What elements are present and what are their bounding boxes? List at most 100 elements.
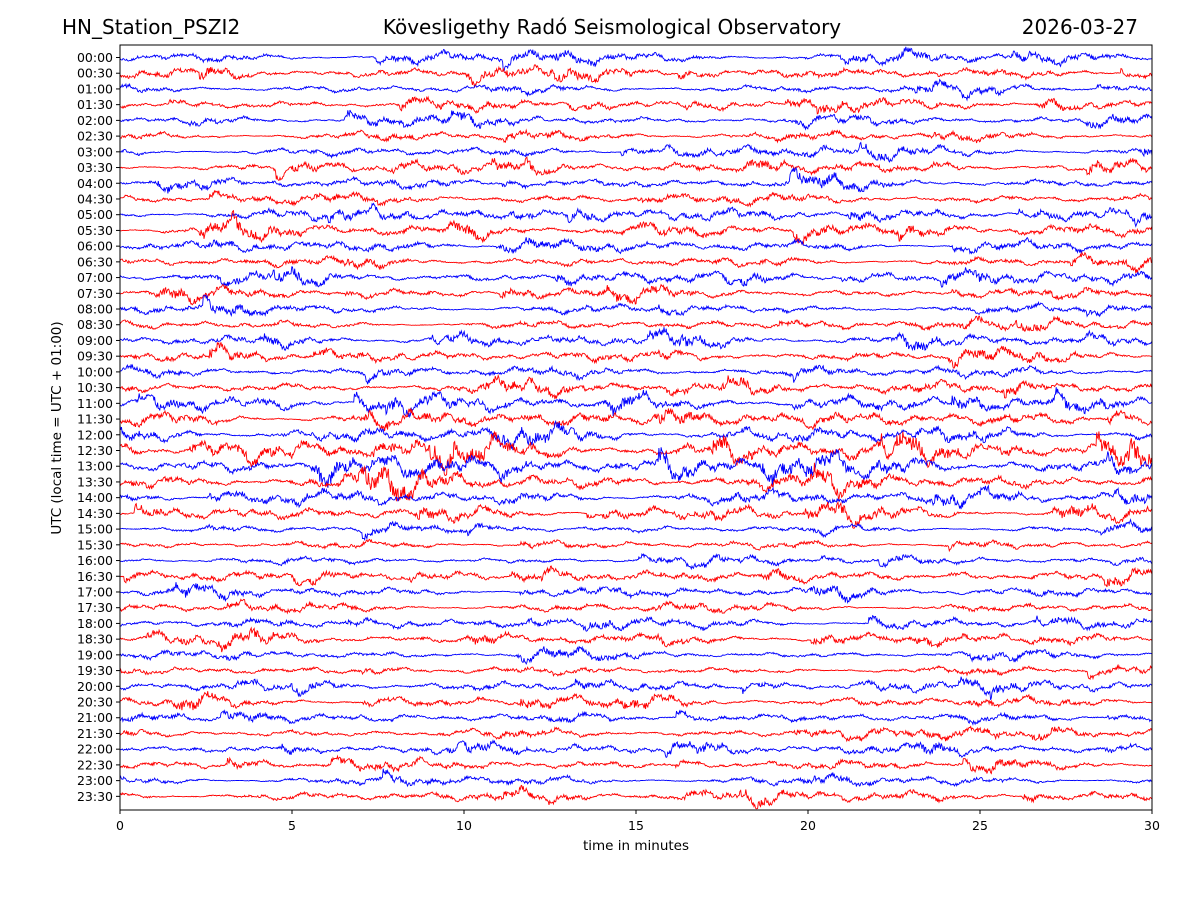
chart-title: Kövesligethy Radó Seismological Observat… [382,15,842,39]
trace-02-30 [119,128,1153,144]
y-tick-label: 08:30 [77,317,113,332]
y-tick-label: 15:30 [77,537,113,552]
trace-08-30 [119,315,1153,332]
y-tick-label: 01:00 [77,81,113,96]
y-tick-label: 06:30 [77,254,113,269]
trace-19-30 [119,663,1153,681]
trace-10-30 [119,374,1153,399]
x-tick-label: 0 [116,818,124,833]
y-tick-label: 06:00 [77,239,113,254]
y-tick-label: 14:00 [77,490,113,505]
trace-08-00 [119,294,1153,318]
trace-07-00 [119,266,1153,288]
x-tick-label: 10 [456,818,472,833]
trace-02-00 [119,109,1153,131]
trace-03-00 [119,141,1153,163]
y-tick-label: 17:00 [77,584,113,599]
y-tick-label: 15:00 [77,522,113,537]
trace-23-00 [119,768,1153,788]
y-tick-label: 04:00 [77,176,113,191]
trace-15-00 [119,518,1153,541]
y-tick-label: 01:30 [77,97,113,112]
trace-group [119,46,1153,810]
trace-21-30 [119,725,1153,743]
trace-01-30 [119,95,1153,115]
x-tick-label: 30 [1144,818,1160,833]
x-tick-label: 20 [800,818,816,833]
trace-11-30 [119,407,1153,432]
trace-10-00 [119,363,1153,385]
date-title: 2026-03-27 [1021,15,1138,39]
trace-17-00 [119,582,1153,604]
y-tick-label: 22:00 [77,742,113,757]
trace-17-30 [119,598,1153,615]
y-tick-label: 19:00 [77,647,113,662]
y-tick-label: 12:00 [77,427,113,442]
y-tick-label: 02:30 [77,129,113,144]
y-tick-label: 20:30 [77,695,113,710]
y-tick-label: 07:30 [77,286,113,301]
trace-13-30 [119,462,1153,502]
y-tick-label: 05:00 [77,207,113,222]
trace-05-30 [119,209,1153,246]
trace-03-30 [119,156,1153,181]
trace-00-30 [119,64,1153,88]
trace-05-00 [119,202,1153,228]
y-tick-label: 10:00 [77,364,113,379]
y-tick-label: 08:00 [77,302,113,317]
y-axis-label: UTC (local time = UTC + 01:00) [49,321,65,534]
station-title: HN_Station_PSZI2 [62,15,241,39]
y-tick-label: 21:30 [77,726,113,741]
x-axis: 0 5 10 15 20 25 30 [116,810,1160,833]
trace-07-30 [119,283,1153,306]
trace-04-00 [119,166,1153,194]
trace-06-00 [119,237,1153,255]
y-tick-label: 09:00 [77,333,113,348]
y-tick-label: 18:30 [77,632,113,647]
trace-23-30 [119,784,1153,810]
trace-16-00 [119,552,1153,571]
trace-04-30 [119,189,1153,208]
y-tick-label: 17:30 [77,600,113,615]
y-tick-label: 03:00 [77,144,113,159]
trace-16-30 [119,565,1153,588]
x-axis-label: time in minutes [583,838,689,854]
y-tick-label: 19:30 [77,663,113,678]
y-tick-label: 05:30 [77,223,113,238]
y-axis: 00:0000:3001:0001:3002:0002:3003:0003:30… [77,50,120,804]
trace-22-30 [119,754,1153,775]
y-tick-label: 11:00 [77,396,113,411]
x-tick-label: 25 [972,818,988,833]
trace-14-00 [119,484,1153,510]
y-tick-label: 21:00 [77,710,113,725]
y-tick-label: 13:30 [77,474,113,489]
y-tick-label: 04:30 [77,191,113,206]
trace-13-00 [119,447,1153,488]
trace-15-30 [119,538,1153,553]
trace-22-00 [119,739,1153,759]
trace-06-30 [119,251,1153,274]
x-tick-label: 5 [288,818,296,833]
trace-20-30 [119,691,1153,711]
y-tick-label: 10:30 [77,380,113,395]
y-tick-label: 07:00 [77,270,113,285]
trace-14-30 [119,501,1153,529]
y-tick-label: 16:00 [77,553,113,568]
plot-frame [119,44,1153,811]
trace-09-00 [119,327,1153,352]
y-tick-label: 13:00 [77,459,113,474]
trace-09-30 [119,341,1153,369]
y-tick-label: 02:00 [77,113,113,128]
trace-12-30 [119,430,1153,477]
y-tick-label: 23:00 [77,773,113,788]
y-tick-label: 12:30 [77,443,113,458]
x-tick-label: 15 [628,818,644,833]
trace-00-00 [119,46,1153,73]
y-tick-label: 16:30 [77,569,113,584]
trace-19-00 [119,645,1153,666]
y-tick-label: 20:00 [77,679,113,694]
trace-20-00 [119,676,1153,700]
trace-18-30 [119,626,1153,653]
trace-01-00 [119,78,1153,102]
